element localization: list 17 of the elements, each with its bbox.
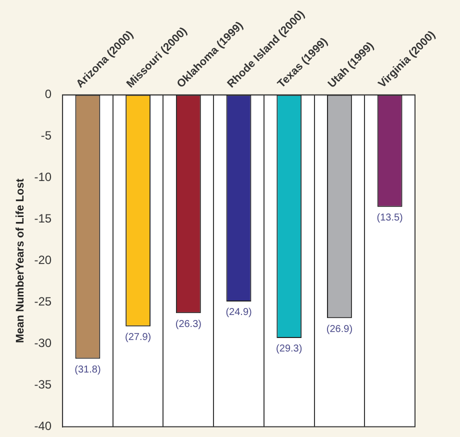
data-label: (27.9): [125, 332, 152, 344]
data-label: (26.9): [326, 324, 353, 335]
y-tick-label: 0: [44, 87, 52, 102]
y-tick-label: -30: [34, 336, 52, 350]
y-tick-label: -5: [40, 128, 52, 143]
y-axis-title: Mean NumberYears of Life Lost: [14, 178, 27, 344]
data-label: (26.3): [175, 318, 202, 330]
y-tick-label: -10: [34, 170, 52, 184]
data-label: (31.8): [74, 364, 101, 376]
data-label: (29.3): [276, 344, 302, 355]
y-tick-label: -20: [34, 253, 52, 268]
data-label: (13.5): [376, 212, 403, 224]
data-label: (24.9): [226, 307, 252, 318]
y-tick-label: -15: [34, 212, 52, 226]
y-tick-label: -35: [34, 378, 52, 392]
y-tick-label: -25: [34, 294, 52, 309]
y-tick-label: -40: [34, 419, 52, 434]
